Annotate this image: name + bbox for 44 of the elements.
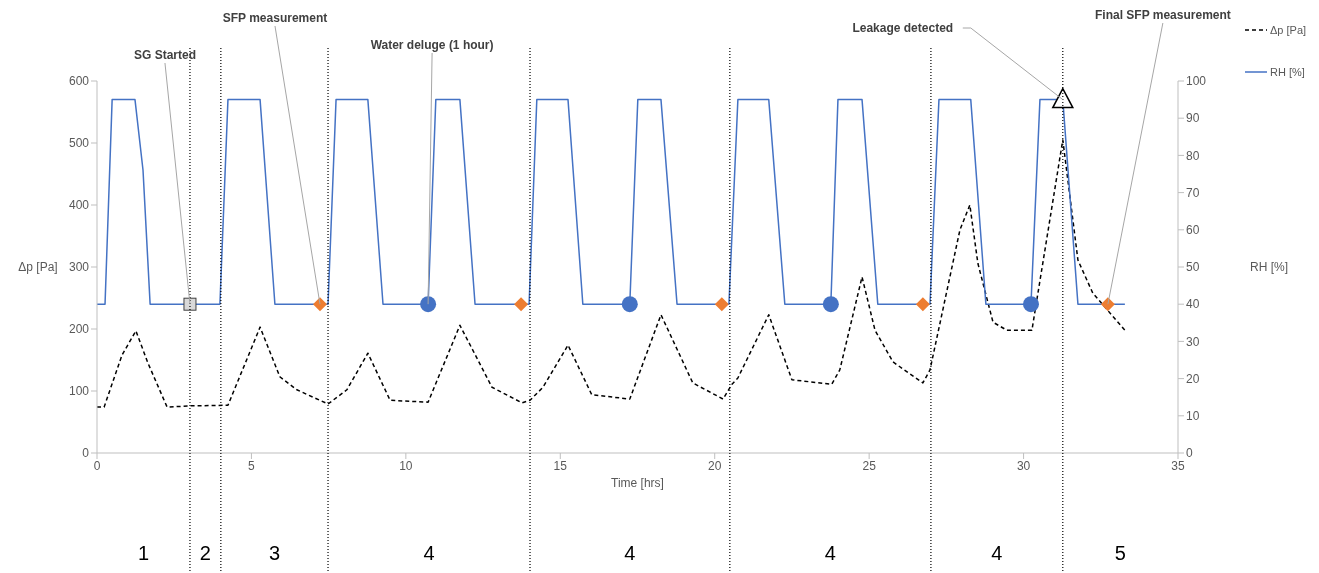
text: 4: [624, 542, 636, 564]
x-tick-label: 35: [1171, 458, 1185, 473]
annotation: Water deluge (1 hour): [370, 38, 494, 52]
annotation: SG Started: [133, 48, 196, 62]
y-tick-label: 200: [68, 322, 90, 337]
text: 1: [137, 542, 150, 564]
y-tick-label: 300: [68, 260, 90, 275]
annotation: SFP measurement: [222, 11, 328, 25]
y2-tick-label: 10: [1186, 409, 1200, 424]
y-tick-label: 600: [68, 74, 90, 89]
y-axis-title: Δp [Pa]: [18, 260, 58, 274]
y-tick-label: 100: [68, 384, 90, 399]
y2-tick-label: 20: [1186, 371, 1200, 386]
y2-tick-label: 70: [1186, 185, 1200, 200]
text: 2: [199, 542, 211, 564]
y2-tick-label: 80: [1186, 148, 1200, 163]
x-tick-label: 15: [553, 458, 568, 473]
text: 4: [423, 542, 435, 564]
annotation: Final SFP measurement: [1094, 8, 1231, 22]
x-axis-title: Time [hrs]: [611, 476, 664, 490]
y2-tick-label: 90: [1186, 111, 1200, 126]
x-tick-label: 10: [399, 458, 413, 473]
x-tick-label: 0: [93, 458, 101, 473]
x-tick-label: 30: [1016, 458, 1031, 473]
y2-axis-title: RH [%]: [1250, 260, 1289, 274]
x-tick-label: 20: [708, 458, 722, 473]
text: 5: [1114, 542, 1126, 564]
y2-tick-label: 30: [1186, 334, 1200, 349]
y2-tick-label: 40: [1186, 297, 1200, 312]
text: 4: [991, 542, 1003, 564]
y2-tick-label: 50: [1186, 260, 1200, 275]
text: 3: [268, 542, 280, 564]
legend-label: RH [%]: [1270, 66, 1305, 78]
y2-tick-label: 60: [1186, 223, 1200, 238]
y-tick-label: 500: [68, 136, 90, 151]
y-tick-label: 400: [68, 198, 90, 213]
y2-tick-label: 0: [1186, 446, 1193, 461]
annotation: Leakage detected: [852, 21, 954, 35]
legend-label: Δp [Pa]: [1270, 24, 1307, 36]
text: 4: [824, 542, 836, 564]
y2-tick-label: 100: [1186, 74, 1207, 89]
y-tick-label: 0: [82, 446, 90, 461]
x-tick-label: 25: [862, 458, 877, 473]
x-tick-label: 5: [248, 458, 256, 473]
